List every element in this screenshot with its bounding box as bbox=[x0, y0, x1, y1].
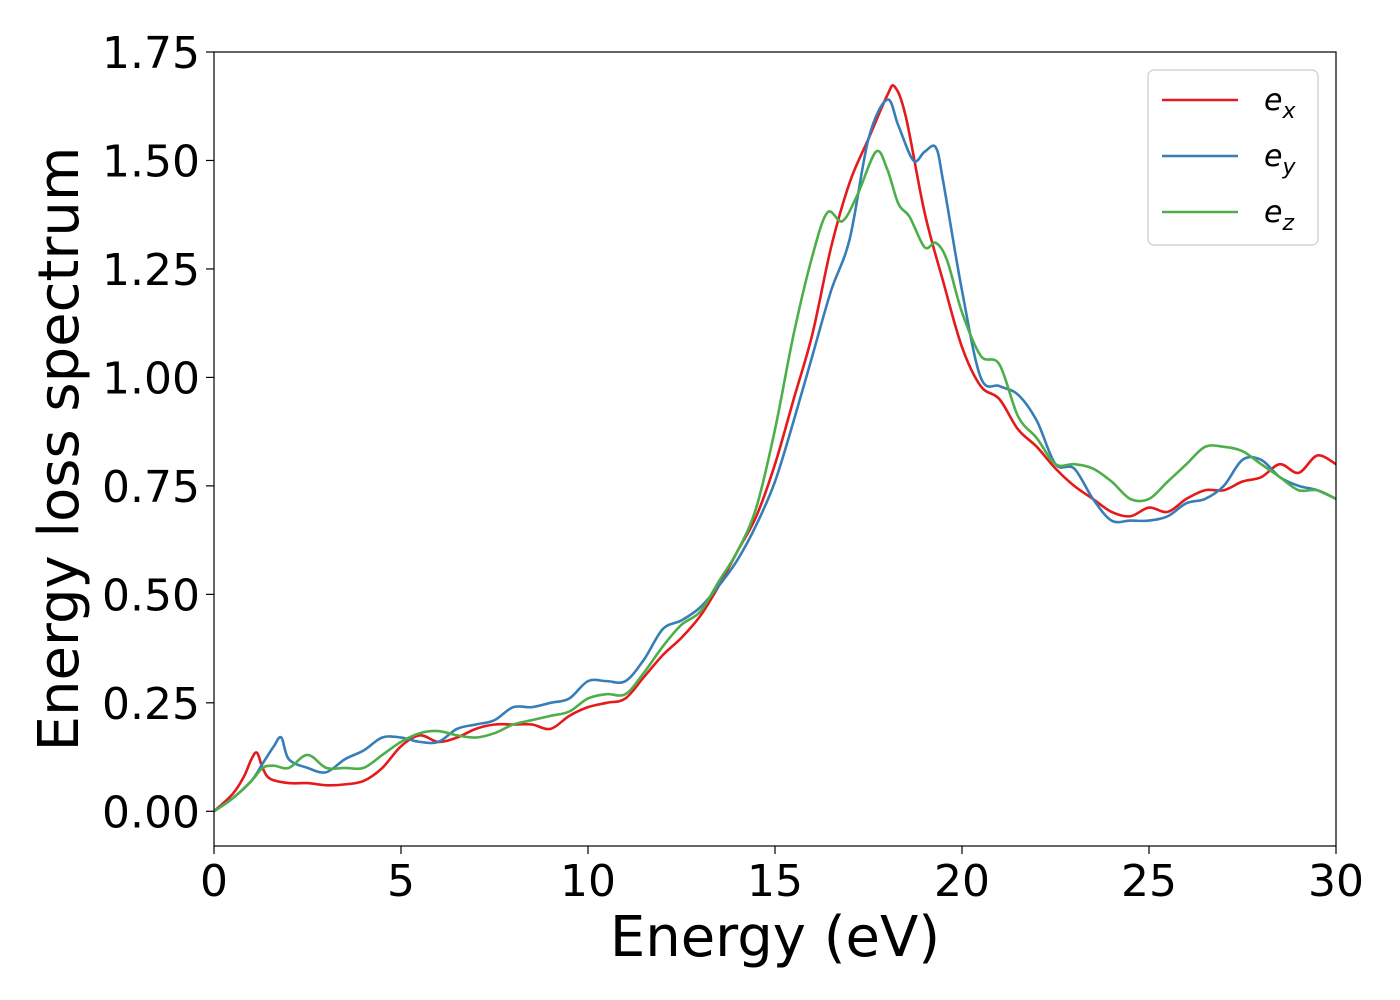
x-axis-title: Energy (eV) bbox=[610, 905, 940, 970]
series-line-z bbox=[214, 149, 1336, 813]
x-tick-label: 5 bbox=[387, 856, 415, 907]
legend-label: ez bbox=[1264, 195, 1294, 236]
y-axis-title: Energy loss spectrum bbox=[27, 147, 92, 752]
y-tick-label: 1.00 bbox=[102, 353, 200, 404]
legend-box bbox=[1147, 69, 1319, 246]
y-tick-label: 1.50 bbox=[102, 136, 200, 187]
x-tick-label: 30 bbox=[1308, 856, 1364, 907]
y-tick-label: 1.25 bbox=[102, 245, 200, 296]
x-tick-label: 0 bbox=[200, 856, 228, 907]
legend-item-y: ey bbox=[1162, 139, 1296, 180]
series-line-x bbox=[214, 84, 1336, 813]
legend: ex ey ez bbox=[1147, 69, 1319, 246]
legend-item-z: ez bbox=[1162, 195, 1294, 236]
x-axis: 0 5 10 15 20 25 30 bbox=[200, 846, 1364, 907]
y-tick-label: 0.25 bbox=[102, 679, 200, 730]
x-tick-label: 20 bbox=[934, 856, 990, 907]
x-tick-label: 10 bbox=[560, 856, 616, 907]
legend-label: ey bbox=[1264, 139, 1296, 180]
x-tick-label: 15 bbox=[747, 856, 803, 907]
y-tick-label: 0.00 bbox=[102, 787, 200, 838]
y-tick-label: 1.75 bbox=[102, 28, 200, 79]
y-axis: 0.00 0.25 0.50 0.75 1.00 1.25 1.50 1.75 bbox=[102, 28, 214, 838]
series-line-y bbox=[214, 98, 1336, 813]
y-tick-label: 0.50 bbox=[102, 570, 200, 621]
legend-label: ex bbox=[1264, 83, 1296, 124]
y-tick-label: 0.75 bbox=[102, 462, 200, 513]
legend-item-x: ex bbox=[1162, 83, 1296, 124]
x-tick-label: 25 bbox=[1121, 856, 1177, 907]
series-layer bbox=[214, 84, 1336, 813]
